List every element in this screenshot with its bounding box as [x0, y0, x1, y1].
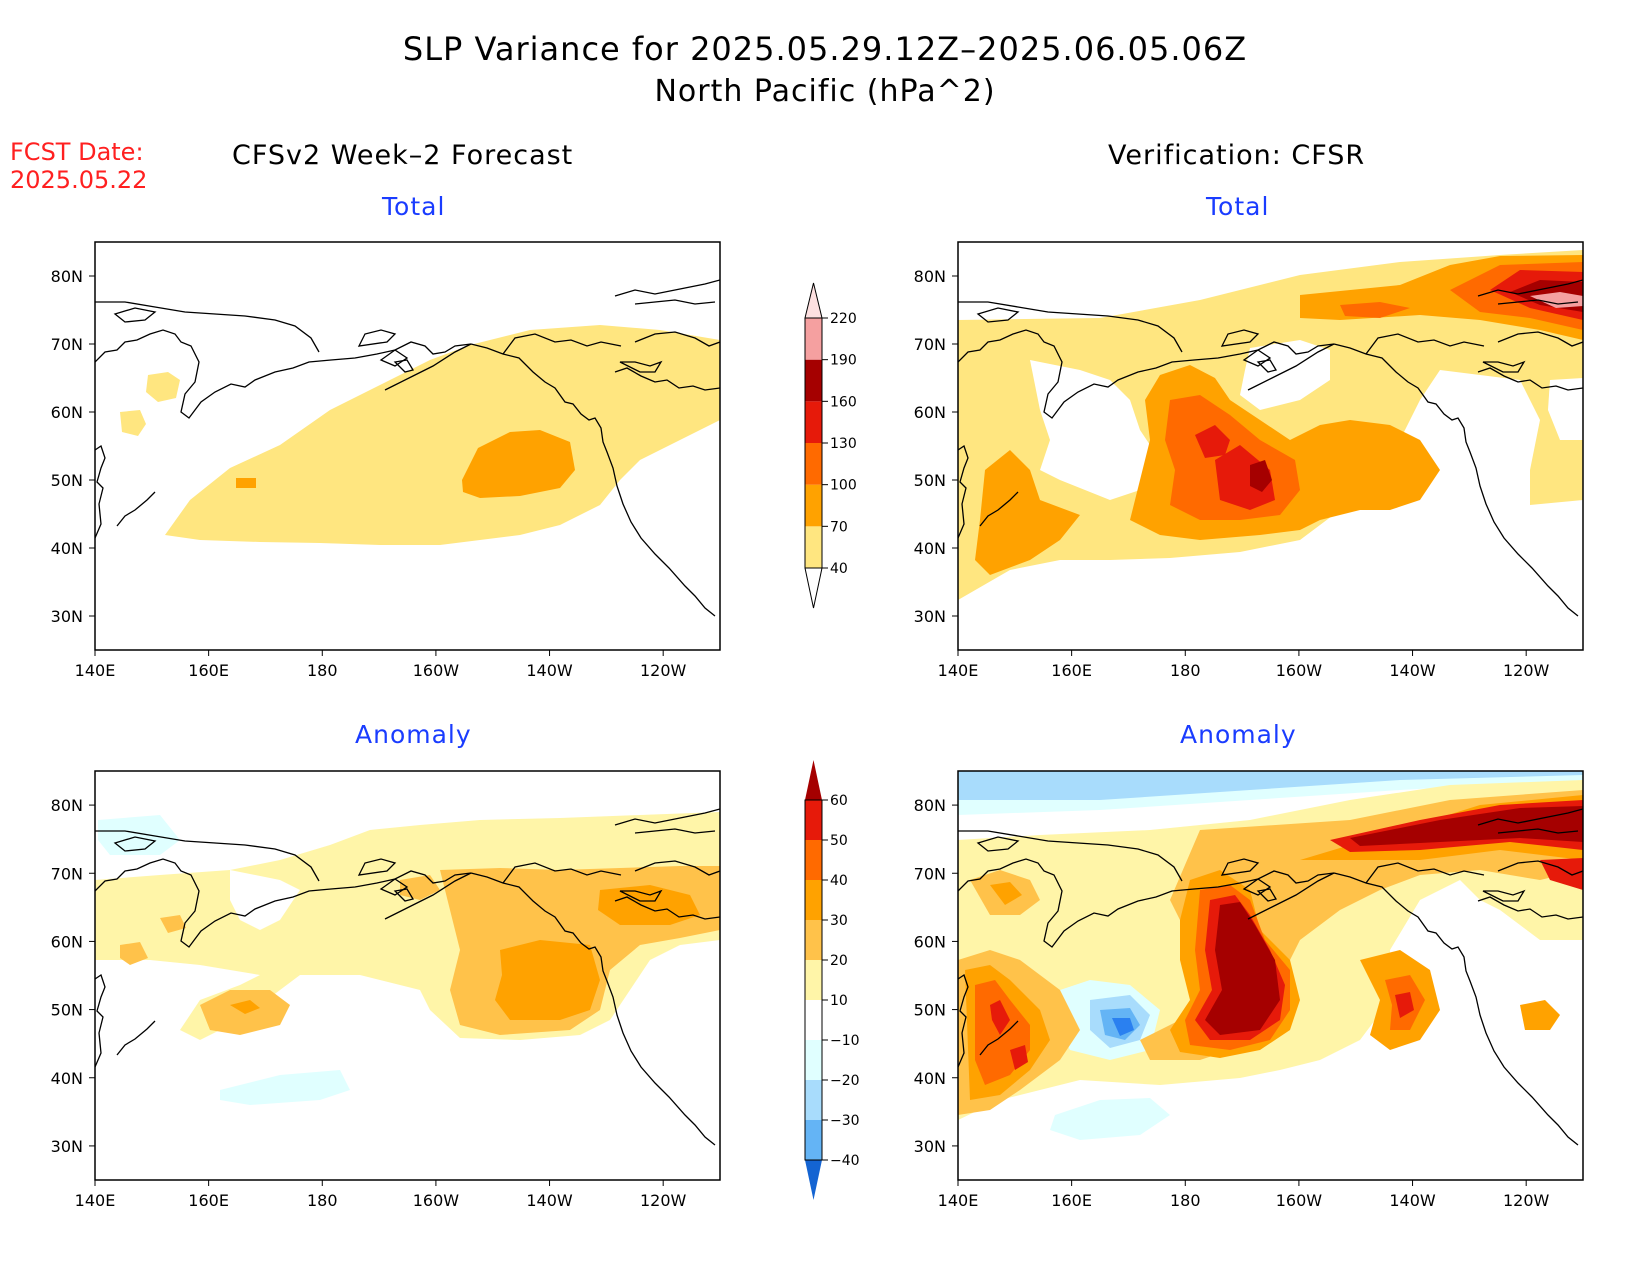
frame-top-left [94, 241, 721, 651]
frame-bottom-right [957, 770, 1584, 1181]
bottom-right-panel-title: Anomaly [1180, 720, 1297, 749]
fcst-date-value: 2025.05.22 [10, 166, 148, 194]
frame-top-right [957, 241, 1584, 651]
fcst-date-block: FCST Date: 2025.05.22 [10, 138, 147, 194]
fcst-date-label: FCST Date: [10, 138, 144, 166]
map-forecast-anomaly [95, 771, 720, 1180]
main-subtitle: North Pacific (hPa^2) [654, 74, 996, 109]
left-column-heading: CFSv2 Week–2 Forecast [232, 140, 574, 171]
right-column-heading: Verification: CFSR [1108, 140, 1366, 171]
map-verification-anomaly [958, 771, 1583, 1180]
map-verification-total [958, 242, 1583, 650]
bottom-left-panel-title: Anomaly [355, 720, 472, 749]
main-title: SLP Variance for 2025.05.29.12Z–2025.06.… [402, 30, 1248, 68]
top-right-panel-title: Total [1206, 192, 1270, 221]
map-forecast-total [95, 242, 720, 650]
top-left-panel-title: Total [382, 192, 446, 221]
frame-bottom-left [94, 770, 721, 1181]
